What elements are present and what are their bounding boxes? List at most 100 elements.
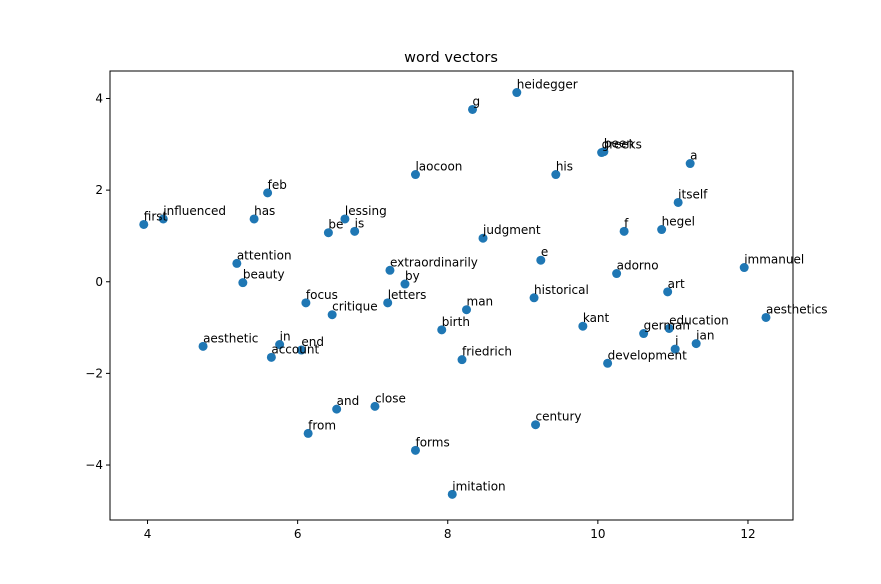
point-label-is: is bbox=[355, 216, 365, 230]
x-tick-label-0: 4 bbox=[144, 527, 152, 541]
point-imitation bbox=[447, 489, 457, 499]
point-label-aesthetic: aesthetic bbox=[203, 331, 258, 345]
point-been bbox=[599, 147, 609, 157]
point-aesthetic bbox=[198, 341, 208, 351]
point-g bbox=[468, 104, 478, 114]
y-tick-label-3: 2 bbox=[95, 183, 103, 197]
point-art bbox=[663, 287, 673, 297]
point-label-g: g bbox=[473, 94, 481, 108]
point-extraordinarily bbox=[385, 265, 395, 275]
point-letters bbox=[383, 298, 393, 308]
point-close bbox=[370, 401, 380, 411]
point-forms bbox=[410, 445, 420, 455]
point-i bbox=[670, 344, 680, 354]
point-label-century: century bbox=[536, 410, 582, 424]
point-label-first: first bbox=[144, 209, 168, 223]
point-itself bbox=[673, 197, 683, 207]
point-label-from: from bbox=[308, 418, 336, 432]
point-label-beauty: beauty bbox=[243, 268, 285, 282]
point-label-friedrich: friedrich bbox=[462, 345, 512, 359]
point-ian bbox=[691, 339, 701, 349]
point-friedrich bbox=[457, 355, 467, 365]
point-a bbox=[685, 159, 695, 169]
point-label-man: man bbox=[467, 295, 494, 309]
axis-ticks: 4 6 8 10 12 −4 −2 0 2 4 bbox=[85, 91, 755, 541]
point-lessing bbox=[340, 214, 350, 224]
point-label-been: been bbox=[604, 137, 634, 151]
point-label-his: his bbox=[556, 160, 573, 174]
point-laocoon bbox=[410, 170, 420, 180]
point-education bbox=[664, 323, 674, 333]
point-and bbox=[332, 404, 342, 414]
x-tick-label-3: 10 bbox=[590, 527, 605, 541]
point-account bbox=[266, 352, 276, 362]
plot-frame bbox=[109, 70, 794, 521]
point-label-aesthetics: aesthetics bbox=[766, 302, 828, 316]
chart-title: word vectors bbox=[404, 50, 498, 66]
point-label-close: close bbox=[375, 391, 406, 405]
point-e bbox=[536, 255, 546, 265]
point-end bbox=[296, 345, 306, 355]
point-german bbox=[639, 329, 649, 339]
point-immanuel bbox=[739, 263, 749, 273]
point-historical bbox=[529, 293, 539, 303]
point-label-end: end bbox=[301, 335, 324, 349]
point-influenced bbox=[158, 214, 168, 224]
point-label-forms: forms bbox=[415, 435, 449, 449]
point-label-german: german bbox=[644, 319, 690, 333]
point-development bbox=[603, 358, 613, 368]
point-label-education: education bbox=[669, 313, 729, 327]
point-label-feb: feb bbox=[268, 178, 287, 192]
point-label-in: in bbox=[280, 330, 291, 344]
point-label-lessing: lessing bbox=[345, 204, 387, 218]
point-label-f: f bbox=[624, 216, 629, 230]
point-label-heidegger: heidegger bbox=[517, 78, 578, 92]
point-is bbox=[350, 226, 360, 236]
point-label-imitation: imitation bbox=[452, 479, 505, 493]
point-heidegger bbox=[512, 88, 522, 98]
point-has bbox=[249, 214, 259, 224]
point-beauty bbox=[238, 278, 248, 288]
point-label-hegel: hegel bbox=[662, 215, 695, 229]
point-aesthetics bbox=[761, 312, 771, 322]
point-first bbox=[139, 219, 149, 229]
point-kant bbox=[578, 321, 588, 331]
point-man bbox=[462, 305, 472, 315]
point-label-letters: letters bbox=[388, 288, 427, 302]
point-label-birth: birth bbox=[442, 315, 470, 329]
point-in bbox=[275, 340, 285, 350]
point-label-be: be bbox=[328, 218, 343, 232]
point-f bbox=[619, 226, 629, 236]
y-tick-label-0: −4 bbox=[85, 458, 103, 472]
point-label-account: account bbox=[271, 342, 319, 356]
point-label-greeks: greeks bbox=[602, 138, 642, 152]
point-label-attention: attention bbox=[237, 248, 292, 262]
point-label-focus: focus bbox=[306, 288, 338, 302]
point-label-immanuel: immanuel bbox=[744, 253, 804, 267]
point-adorno bbox=[612, 269, 622, 279]
point-century bbox=[531, 420, 541, 430]
point-hegel bbox=[657, 225, 667, 235]
point-critique bbox=[327, 310, 337, 320]
point-label-a: a bbox=[690, 149, 697, 163]
point-label-critique: critique bbox=[332, 300, 378, 314]
point-his bbox=[551, 170, 561, 180]
point-label-laocoon: laocoon bbox=[415, 160, 462, 174]
point-label-e: e bbox=[541, 245, 548, 259]
x-tick-label-2: 8 bbox=[444, 527, 452, 541]
point-birth bbox=[437, 325, 447, 335]
point-label-development: development bbox=[608, 348, 687, 362]
point-attention bbox=[232, 258, 242, 268]
point-label-influenced: influenced bbox=[163, 204, 226, 218]
y-tick-label-2: 0 bbox=[95, 275, 103, 289]
point-label-art: art bbox=[668, 277, 685, 291]
point-label-historical: historical bbox=[534, 283, 589, 297]
point-focus bbox=[301, 298, 311, 308]
point-label-and: and bbox=[337, 394, 360, 408]
point-by bbox=[400, 279, 410, 289]
x-tick-label-4: 12 bbox=[740, 527, 755, 541]
x-tick-label-1: 6 bbox=[294, 527, 302, 541]
data-points bbox=[139, 88, 771, 499]
